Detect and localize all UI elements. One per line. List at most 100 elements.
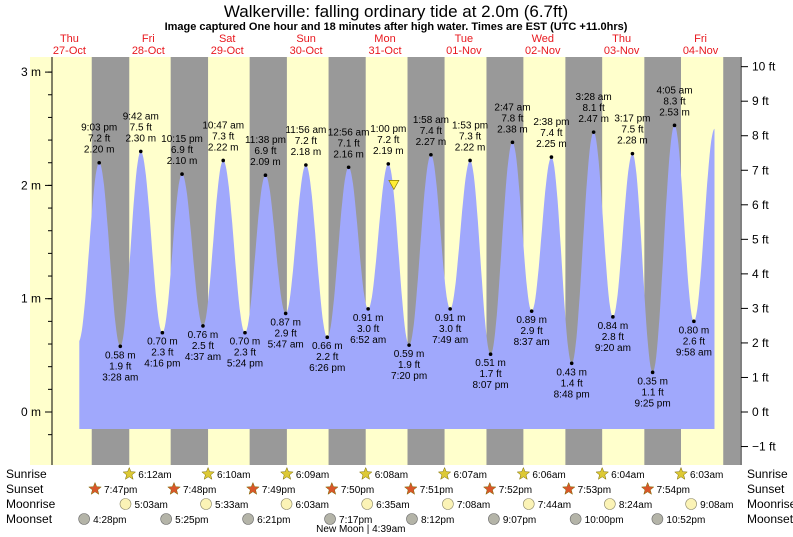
high-tide-ft: 8.3 ft [663, 96, 685, 107]
low-tide-time: 9:25 pm [635, 398, 671, 409]
tide-area [79, 125, 715, 430]
right-tick-label: 0 ft [752, 405, 769, 419]
low-tide-point [201, 324, 205, 328]
low-tide-time: 9:20 am [595, 343, 631, 354]
high-tide-time: 9:42 am [123, 111, 159, 122]
right-tick-label: 8 ft [752, 129, 769, 143]
low-tide-ft: 1.7 ft [479, 369, 501, 380]
moonset-icon [406, 513, 418, 525]
high-tide-ft: 7.2 ft [377, 135, 399, 146]
low-tide-time: 8:07 pm [473, 380, 509, 391]
high-tide-time: 9:03 pm [81, 123, 117, 134]
low-tide-m: 0.87 m [270, 317, 301, 328]
right-tick-label: 1 ft [752, 370, 769, 384]
current-tide-marker [388, 180, 400, 191]
low-tide-m: 0.66 m [312, 341, 343, 352]
low-tide-point [650, 370, 655, 375]
low-tide-point [569, 361, 574, 366]
moonrise-icon [119, 498, 132, 510]
sunrise-time: 6:04am [611, 470, 644, 481]
day-date: 28-Oct [132, 45, 165, 57]
day-date: 01-Nov [446, 45, 482, 57]
low-tide-time: 9:58 am [676, 347, 712, 358]
high-tide-time: 10:15 pm [161, 134, 203, 145]
high-tide-time: 1:53 pm [452, 120, 488, 131]
low-tide-time: 7:49 am [432, 335, 468, 346]
high-tide-time: 1:00 pm [370, 124, 406, 135]
row-label-left: Sunrise [6, 467, 47, 481]
low-tide-point [283, 311, 288, 316]
high-tide-m: 2.30 m [125, 133, 156, 144]
high-tide-m: 2.47 m [578, 114, 609, 125]
low-tide-ft: 1.9 ft [398, 360, 420, 371]
high-tide-m: 2.22 m [208, 142, 239, 153]
sunset-icon [561, 481, 576, 495]
left-tick-label: 3 m [21, 65, 41, 79]
sunrise-icon [674, 466, 688, 480]
high-tide-time: 2:38 pm [533, 117, 569, 128]
sunset-icon [88, 481, 102, 495]
low-tide-ft: 1.9 ft [109, 361, 131, 372]
moonset-icon [569, 513, 582, 525]
moonset-icon [324, 513, 336, 525]
day-name: Sat [219, 33, 236, 45]
sunset-time: 7:54pm [657, 485, 690, 496]
day-date: 31-Oct [368, 45, 401, 57]
low-tide-ft: 2.6 ft [683, 336, 705, 347]
right-tick-label: −1 ft [752, 440, 776, 454]
high-tide-time: 12:56 am [328, 127, 370, 138]
day-date: 04-Nov [683, 45, 719, 57]
sunset-icon [403, 481, 418, 495]
low-tide-point [488, 352, 493, 357]
low-tide-time: 4:37 am [185, 352, 221, 363]
moonset-time: 10:52pm [666, 515, 705, 526]
row-label-left: Sunset [6, 482, 44, 496]
high-tide-point [221, 158, 226, 163]
sunset-icon [640, 481, 655, 495]
day-name: Thu [612, 33, 631, 45]
moonrise-time: 6:35am [376, 500, 409, 511]
day-date: 27-Oct [53, 45, 86, 57]
row-label-right: Moonrise [747, 497, 793, 511]
low-tide-time: 8:48 pm [554, 389, 590, 400]
low-tide-m: 0.91 m [435, 313, 466, 324]
sunrise-time: 6:03am [690, 470, 723, 481]
axes: 3 m 2 m 1 m 0 m 10 ft 9 ft 8 ft 7 ft 6 ft 5 ft 4 f… [21, 57, 776, 465]
low-tide-ft: 1.1 ft [642, 387, 664, 398]
high-tide-ft: 7.2 ft [295, 136, 317, 147]
moonset-icon [78, 513, 90, 525]
high-tide-time: 2:47 am [494, 102, 530, 113]
sunset-icon [325, 481, 339, 495]
low-tide-m: 0.70 m [147, 337, 178, 348]
sunrise-time: 6:09am [296, 470, 329, 481]
high-tide-m: 2.16 m [333, 149, 364, 160]
moonset-time: 8:12pm [421, 515, 454, 526]
high-tide-ft: 7.3 ft [212, 131, 234, 142]
low-tide-m: 0.80 m [679, 325, 710, 336]
moonset-icon [160, 513, 172, 525]
low-tide-time: 3:28 am [102, 372, 138, 383]
high-tide-point [386, 162, 391, 166]
high-tide-point [304, 163, 308, 167]
low-tide-time: 5:47 am [268, 339, 304, 350]
low-tide-point [448, 307, 452, 311]
right-tick-label: 4 ft [752, 267, 769, 281]
low-tide-time: 6:26 pm [309, 363, 345, 374]
moonset-time: 4:28pm [93, 515, 126, 526]
low-tide-m: 0.51 m [475, 358, 506, 369]
low-tide-time: 5:24 pm [227, 359, 263, 370]
tide-area-path [79, 125, 715, 430]
low-tide-point [366, 307, 370, 311]
low-tide-m: 0.58 m [105, 350, 136, 361]
row-label-left: Moonrise [6, 497, 56, 511]
sunrise-icon [595, 466, 610, 480]
high-tide-m: 2.27 m [416, 137, 447, 148]
low-tide-time: 7:20 pm [391, 371, 427, 382]
sunset-icon [167, 481, 181, 495]
left-tick-label: 2 m [21, 178, 41, 192]
high-tide-time: 11:56 am [285, 125, 326, 136]
high-tide-time: 11:38 pm [245, 135, 286, 146]
sunrise-time: 6:10am [217, 470, 250, 481]
moonset-time: 10:00pm [585, 515, 624, 526]
